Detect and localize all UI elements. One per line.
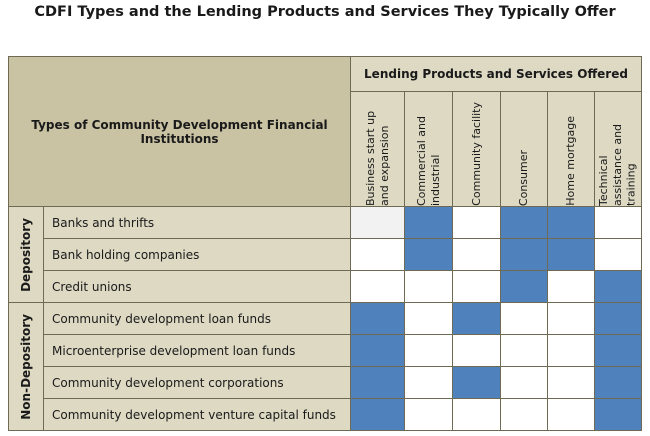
column-header-label: Community facility xyxy=(469,102,483,206)
row-label-text: Community development loan funds xyxy=(52,311,271,326)
cdfi-table: Types of Community Development Financial… xyxy=(8,56,642,431)
lending-header: Lending Products and Services Offered xyxy=(351,56,642,92)
column-header-label: Technical assistance and training xyxy=(597,123,638,206)
row-label: Microenterprise development loan funds xyxy=(44,335,351,367)
offered-cell xyxy=(351,335,405,367)
offered-cell xyxy=(453,367,501,399)
offered-cell xyxy=(548,207,595,239)
offered-cell xyxy=(351,367,405,399)
group-label-text: Depository xyxy=(19,217,33,292)
empty-cell xyxy=(453,207,501,239)
offered-cell xyxy=(351,399,405,431)
row-label-text: Microenterprise development loan funds xyxy=(52,343,296,358)
empty-cell xyxy=(453,271,501,303)
empty-cell xyxy=(453,335,501,367)
empty-cell xyxy=(548,271,595,303)
column-header-label: Business start up and expansion xyxy=(363,110,391,206)
row-label-text: Community development venture capital fu… xyxy=(52,407,336,422)
group-label-1: Non-Depository xyxy=(8,303,44,431)
column-header: Business start up and expansion xyxy=(351,92,405,207)
types-header-label: Types of Community Development Financial… xyxy=(31,117,328,146)
column-header-label: Commercial and industrial xyxy=(414,116,442,206)
empty-cell xyxy=(405,303,453,335)
offered-cell xyxy=(595,367,642,399)
offered-cell xyxy=(595,303,642,335)
offered-cell xyxy=(405,207,453,239)
offered-cell xyxy=(405,239,453,271)
row-label: Bank holding companies xyxy=(44,239,351,271)
offered-cell xyxy=(501,239,548,271)
group-label-text: Non-Depository xyxy=(19,313,33,420)
column-header: Consumer xyxy=(501,92,548,207)
empty-cell xyxy=(405,335,453,367)
column-header-label: Consumer xyxy=(517,149,531,206)
column-header: Community facility xyxy=(453,92,501,207)
row-label-text: Community development corporations xyxy=(52,375,284,390)
page-title: CDFI Types and the Lending Products and … xyxy=(34,4,616,20)
empty-cell xyxy=(548,367,595,399)
row-label-text: Banks and thrifts xyxy=(52,215,155,230)
empty-cell xyxy=(595,207,642,239)
empty-cell xyxy=(351,207,405,239)
lending-header-label: Lending Products and Services Offered xyxy=(364,67,628,81)
row-label-text: Bank holding companies xyxy=(52,247,200,262)
offered-cell xyxy=(501,271,548,303)
empty-cell xyxy=(501,303,548,335)
empty-cell xyxy=(453,239,501,271)
group-label-0: Depository xyxy=(8,207,44,303)
empty-cell xyxy=(548,335,595,367)
empty-cell xyxy=(548,399,595,431)
empty-cell xyxy=(405,271,453,303)
empty-cell xyxy=(595,239,642,271)
column-header: Commercial and industrial xyxy=(405,92,453,207)
empty-cell xyxy=(501,335,548,367)
empty-cell xyxy=(501,367,548,399)
empty-cell xyxy=(548,303,595,335)
row-label: Credit unions xyxy=(44,271,351,303)
column-header-label: Home mortgage xyxy=(564,116,578,206)
empty-cell xyxy=(501,399,548,431)
empty-cell xyxy=(351,239,405,271)
column-header: Home mortgage xyxy=(548,92,595,207)
row-label: Community development loan funds xyxy=(44,303,351,335)
empty-cell xyxy=(405,367,453,399)
empty-cell xyxy=(405,399,453,431)
column-header: Technical assistance and training xyxy=(595,92,642,207)
offered-cell xyxy=(595,399,642,431)
types-header: Types of Community Development Financial… xyxy=(8,56,351,207)
row-label: Banks and thrifts xyxy=(44,207,351,239)
row-label: Community development corporations xyxy=(44,367,351,399)
empty-cell xyxy=(351,271,405,303)
row-label: Community development venture capital fu… xyxy=(44,399,351,431)
offered-cell xyxy=(351,303,405,335)
offered-cell xyxy=(501,207,548,239)
offered-cell xyxy=(548,239,595,271)
offered-cell xyxy=(595,271,642,303)
offered-cell xyxy=(595,335,642,367)
offered-cell xyxy=(453,303,501,335)
row-label-text: Credit unions xyxy=(52,279,132,294)
empty-cell xyxy=(453,399,501,431)
